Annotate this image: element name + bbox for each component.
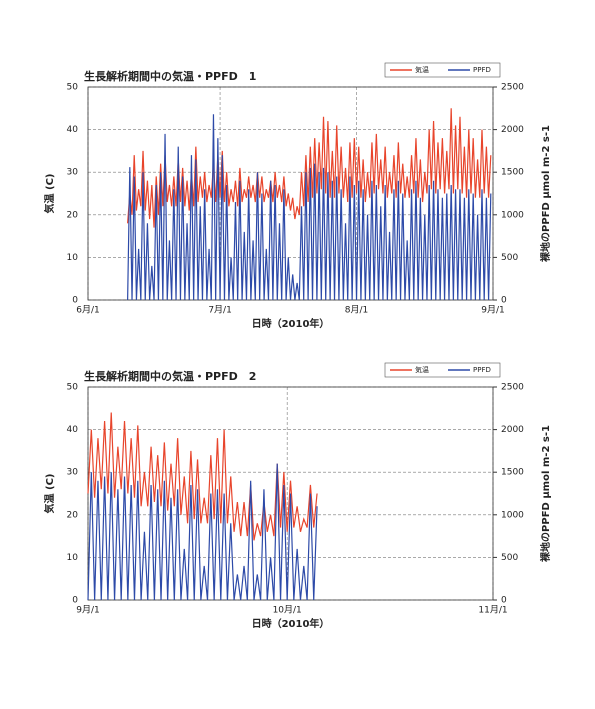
x-tick-label: 10月/1 — [273, 605, 302, 616]
legend-label: PPFD — [473, 366, 491, 374]
x-axis-label: 日時（2010年） — [252, 617, 330, 630]
chart-title: 生長解析期間中の気温・PPFD 2 — [84, 369, 256, 383]
x-tick-label: 9月/1 — [481, 305, 505, 316]
x-tick-label: 11月/1 — [478, 605, 507, 616]
y2-tick-label: 0 — [501, 296, 507, 306]
y-tick-label: 10 — [67, 253, 79, 263]
y-tick-label: 50 — [67, 83, 79, 93]
x-tick-label: 6月/1 — [76, 305, 100, 316]
y-axis-label: 気温 (C) — [43, 174, 56, 215]
y-tick-label: 20 — [67, 510, 79, 520]
y2-tick-label: 1000 — [501, 510, 524, 520]
y2-tick-label: 2500 — [501, 83, 524, 93]
y2-tick-label: 2000 — [501, 425, 524, 435]
series-line — [127, 108, 492, 228]
legend-label: 気温 — [415, 65, 429, 74]
y-tick-label: 50 — [67, 383, 79, 393]
y-tick-label: 0 — [72, 296, 78, 306]
y-tick-label: 30 — [67, 168, 79, 178]
y-tick-label: 0 — [72, 596, 78, 606]
y2-tick-label: 0 — [501, 596, 507, 606]
y-tick-label: 20 — [67, 210, 79, 220]
legend-label: PPFD — [473, 66, 491, 74]
x-tick-label: 9月/1 — [76, 605, 100, 616]
legend-box — [384, 362, 501, 378]
y2-axis-label: 裸地のPPFD μmol m-2 s-1 — [539, 125, 552, 262]
series-line — [87, 463, 318, 601]
y2-tick-label: 500 — [501, 553, 518, 563]
y2-tick-label: 1500 — [501, 168, 524, 178]
series-line — [87, 412, 318, 541]
y-tick-label: 30 — [67, 468, 79, 478]
y2-tick-label: 2500 — [501, 383, 524, 393]
y2-tick-label: 2000 — [501, 125, 524, 135]
y-tick-label: 40 — [67, 125, 79, 135]
legend-label: 気温 — [415, 365, 429, 374]
y-axis-label: 気温 (C) — [43, 474, 56, 515]
x-tick-label: 8月/1 — [345, 305, 369, 316]
legend-box — [384, 62, 501, 78]
x-tick-label: 7月/1 — [208, 305, 232, 316]
series-line — [127, 114, 492, 301]
y2-tick-label: 1500 — [501, 468, 524, 478]
y2-axis-label: 裸地のPPFD μmol m-2 s-1 — [539, 425, 552, 562]
y-tick-label: 10 — [67, 553, 79, 563]
y2-tick-label: 500 — [501, 253, 518, 263]
chart-title: 生長解析期間中の気温・PPFD 1 — [84, 69, 256, 83]
y-tick-label: 40 — [67, 425, 79, 435]
x-axis-label: 日時（2010年） — [252, 317, 330, 330]
y2-tick-label: 1000 — [501, 210, 524, 220]
